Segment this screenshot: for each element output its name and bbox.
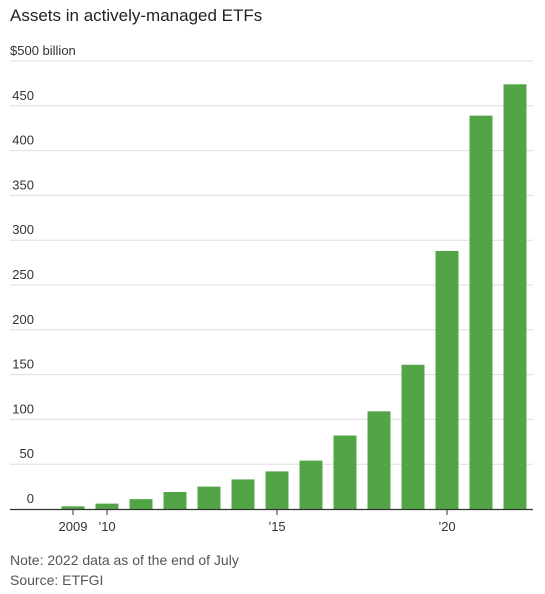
- bar: [503, 84, 527, 510]
- bar: [469, 115, 493, 509]
- bar: [435, 250, 459, 509]
- bar: [163, 491, 187, 509]
- bar: [231, 479, 255, 509]
- bar: [401, 364, 425, 509]
- y-tick-label: 0: [27, 491, 34, 506]
- bar: [265, 471, 289, 509]
- y-tick-label: 200: [12, 312, 34, 327]
- y-tick-label: 350: [12, 177, 34, 192]
- bar-chart: $500 billion450400350300250200150100500 …: [10, 43, 533, 534]
- y-tick-label: 150: [12, 357, 34, 372]
- y-tick-label: 100: [12, 401, 34, 416]
- y-tick-label: 450: [12, 88, 34, 103]
- y-axis-tick-labels: $500 billion 450 400 350 300 250 200 150 100 50 0: [10, 43, 76, 506]
- bar: [95, 503, 119, 509]
- source-text: Source: ETFGI: [10, 572, 104, 588]
- note-text: Note: 2022 data as of the end of July: [10, 552, 239, 568]
- footnote: Note: 2022 data as of the end of July So…: [10, 550, 239, 590]
- bar: [333, 435, 357, 509]
- y-tick-label: 250: [12, 267, 34, 282]
- y-axis-unit-label: $500 billion: [10, 43, 76, 58]
- y-tick-label: 50: [20, 446, 34, 461]
- x-tick-label: ’15: [268, 519, 285, 534]
- bar: [129, 499, 153, 509]
- chart-title: Assets in actively-managed ETFs: [10, 6, 263, 25]
- bar: [61, 506, 85, 509]
- y-tick-label: 400: [12, 133, 34, 148]
- x-tick-label: ’10: [98, 519, 115, 534]
- bars: [61, 84, 527, 510]
- x-axis: [10, 508, 533, 515]
- bar: [197, 486, 221, 509]
- bar: [299, 460, 323, 509]
- bar: [367, 411, 391, 509]
- x-tick-label: 2009: [59, 519, 88, 534]
- y-tick-label: 300: [12, 222, 34, 237]
- x-tick-label: ’20: [438, 519, 455, 534]
- x-axis-tick-labels: 2009 ’10 ’15 ’20: [59, 519, 456, 534]
